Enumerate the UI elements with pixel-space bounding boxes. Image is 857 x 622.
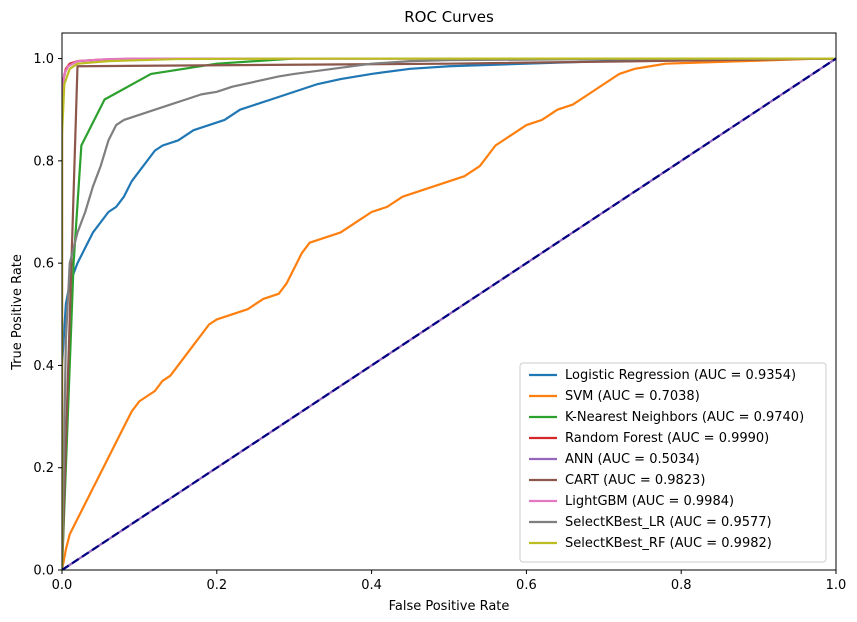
y-tick-label: 0.8 xyxy=(33,154,54,169)
x-tick-label: 1.0 xyxy=(826,578,847,593)
x-tick-label: 0.2 xyxy=(206,578,227,593)
axes: 0.0 0.2 0.4 0.6 0.8 1.0 0.0 0.2 0.4 0.6 0.8 1.0 xyxy=(33,32,847,593)
legend-entry-label: ANN (AUC = 0.5034) xyxy=(565,452,700,467)
legend-entry-label: Logistic Regression (AUC = 0.9354) xyxy=(565,368,796,383)
legend: Logistic Regression (AUC = 0.9354) SVM (A… xyxy=(519,362,827,563)
series-line-5 xyxy=(62,57,836,570)
y-tick-label: 1.0 xyxy=(33,52,54,67)
y-tick-label: 0.2 xyxy=(33,461,54,476)
x-tick-label: 0.8 xyxy=(671,578,692,593)
legend-entry-label: K-Nearest Neighbors (AUC = 0.9740) xyxy=(565,410,804,425)
x-tick-label: 0.6 xyxy=(516,578,537,593)
series-line-1 xyxy=(62,57,836,570)
plot-frame xyxy=(61,32,837,571)
x-tick-label: 0.4 xyxy=(361,578,382,593)
y-tick-label: 0.6 xyxy=(33,257,54,272)
series-line-8 xyxy=(62,57,836,570)
legend-entry-label: SVM (AUC = 0.7038) xyxy=(565,389,700,404)
chart-title: ROC Curves xyxy=(404,8,494,26)
y-axis-label: True Positive Rate xyxy=(10,254,25,371)
legend-entry-label: SelectKBest_RF (AUC = 0.9982) xyxy=(565,536,772,551)
legend-entry-label: SelectKBest_LR (AUC = 0.9577) xyxy=(565,515,772,530)
legend-entry-label: Random Forest (AUC = 0.9990) xyxy=(565,431,769,446)
legend-entry-label: CART (AUC = 0.9823) xyxy=(565,473,705,488)
x-tick-label: 0.0 xyxy=(52,578,73,593)
series-line-7 xyxy=(62,57,836,570)
y-tick-label: 0.0 xyxy=(33,564,54,579)
legend-box xyxy=(519,362,827,563)
series-line-0 xyxy=(62,57,836,570)
legend-entry-label: LightGBM (AUC = 0.9984) xyxy=(565,494,734,509)
x-axis-label: False Positive Rate xyxy=(389,599,510,614)
y-tick-label: 0.4 xyxy=(33,359,54,374)
reference-diagonal xyxy=(62,57,836,570)
